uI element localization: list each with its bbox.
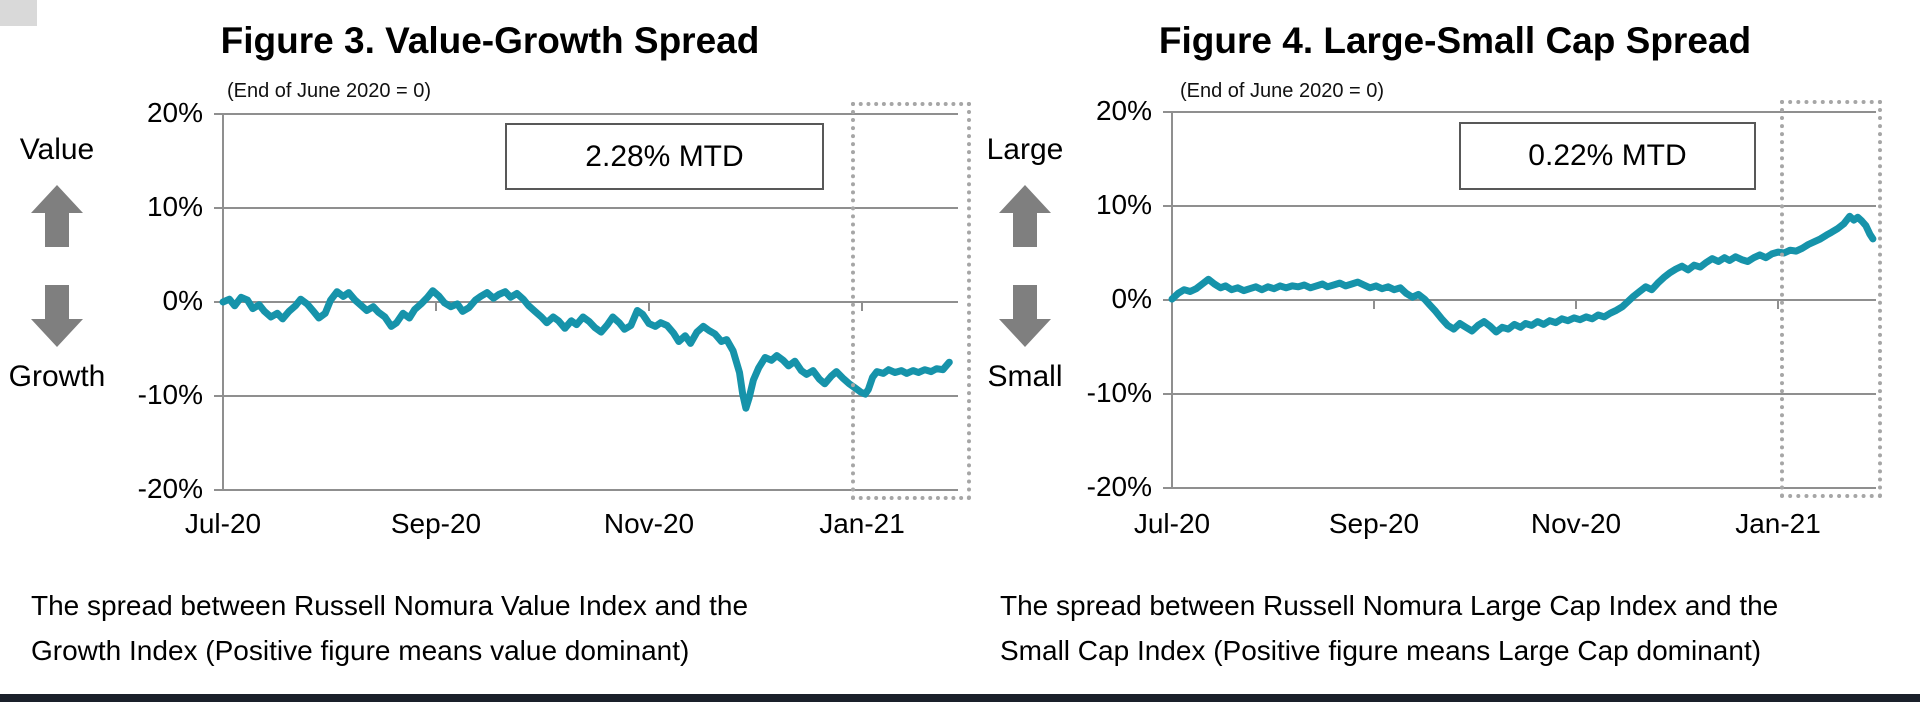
- down-arrow-icon: [999, 285, 1051, 347]
- window-corner-notch: [0, 0, 37, 26]
- figure3-mtd-value: 2.28% MTD: [585, 139, 744, 173]
- figure4-footnote-line1: The spread between Russell Nomura Large …: [1000, 590, 1779, 621]
- spread-series-line: [1168, 212, 1877, 336]
- bottom-window-edge: [0, 694, 1920, 702]
- figure3-footnote-line2: Growth Index (Positive figure means valu…: [31, 635, 690, 666]
- large-label: Large: [986, 133, 1064, 166]
- spread-series-line: [219, 287, 953, 412]
- figure4-footnote-line2: Small Cap Index (Positive figure means L…: [1000, 635, 1762, 666]
- figure4-mtd-value: 0.22% MTD: [1528, 139, 1687, 172]
- growth-label: Growth: [8, 360, 106, 393]
- x-axis-label: Nov-20: [1530, 508, 1622, 539]
- y-axis-label: 0%: [1111, 283, 1152, 314]
- figure4-mtd-box: 0.22% MTD: [1459, 122, 1756, 190]
- figure4-footnote: The spread between Russell Nomura Large …: [1000, 583, 1910, 673]
- small-label: Small: [987, 360, 1063, 393]
- x-axis-label: Sep-20: [390, 508, 482, 539]
- mtd-highlight-box: [851, 102, 972, 500]
- y-axis-label: 10%: [146, 191, 203, 222]
- y-axis-label: 0%: [162, 285, 203, 316]
- x-axis-label: Sep-20: [1328, 508, 1420, 539]
- y-axis-label: -10%: [137, 379, 203, 410]
- figure4-title: Figure 4. Large-Small Cap Spread: [1158, 20, 1752, 61]
- up-arrow-icon: [31, 185, 83, 247]
- x-axis-label: Jan-21: [1735, 508, 1821, 539]
- y-axis-label: -20%: [1086, 471, 1152, 502]
- figure3-footnote: The spread between Russell Nomura Value …: [31, 583, 931, 673]
- x-axis-label: Nov-20: [603, 508, 695, 539]
- figure3-mtd-box: 2.28% MTD: [505, 123, 824, 190]
- down-arrow-icon: [31, 285, 83, 347]
- figure3-footnote-line1: The spread between Russell Nomura Value …: [31, 590, 749, 621]
- up-arrow-icon: [999, 185, 1051, 247]
- x-axis-label: Jul-20: [1133, 508, 1211, 539]
- mtd-highlight-box: [1780, 100, 1882, 498]
- value-label: Value: [19, 133, 95, 166]
- y-axis-label: -10%: [1086, 377, 1152, 408]
- y-axis-label: 20%: [1095, 95, 1152, 126]
- figure3-subtitle: (End of June 2020 = 0): [227, 80, 432, 102]
- x-axis-label: Jul-20: [184, 508, 262, 539]
- figure4-subtitle: (End of June 2020 = 0): [1180, 80, 1385, 102]
- y-axis-label: -20%: [137, 473, 203, 504]
- y-axis-label: 10%: [1095, 189, 1152, 220]
- y-axis-label: 20%: [146, 97, 203, 128]
- figure3-title: Figure 3. Value-Growth Spread: [220, 20, 760, 61]
- x-axis-label: Jan-21: [819, 508, 905, 539]
